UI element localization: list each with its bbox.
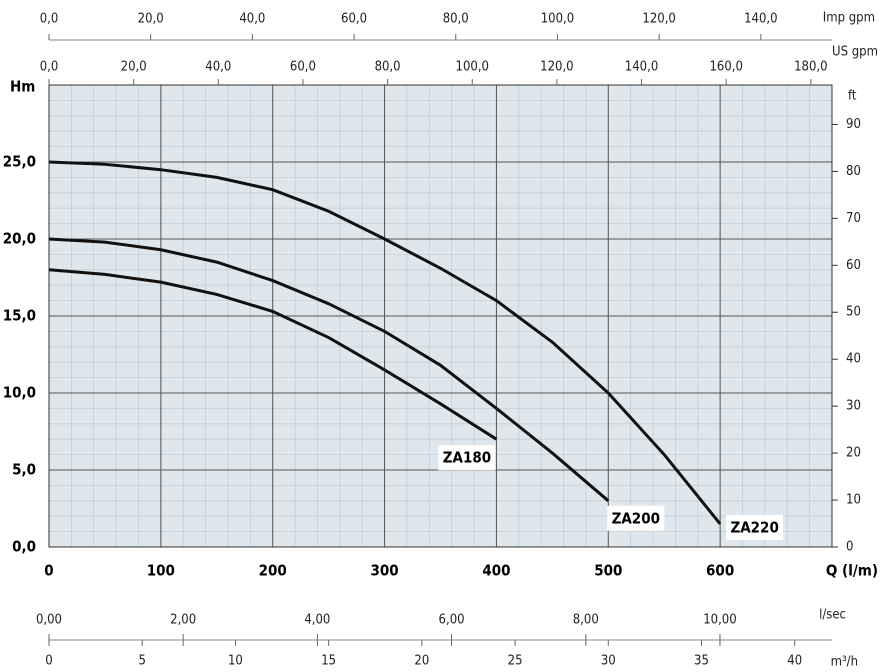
axis-tick-label: 0,0 [40,60,59,75]
y2-tick-label: 90 [846,117,861,132]
axis-tick-label: 20,0 [138,12,164,27]
axis-tick-label: 140,0 [625,60,658,75]
axis-tick-label: 60,0 [341,12,367,27]
x-tick-label: 0 [44,562,53,580]
axis-tick-label: 180,0 [794,60,827,75]
axis-tick-label: 0,0 [40,12,59,27]
axis-tick-label: 20,0 [121,60,147,75]
x-tick-label: 400 [482,562,510,580]
y2-tick-label: 0 [846,540,853,555]
pump-curve [48,237,610,502]
axis-tick-label: 6,00 [439,613,465,628]
axis-tick-label: 0 [45,654,52,669]
curve-label-box [607,505,665,531]
y2-tick-label: 40 [846,352,861,367]
axis-tick-label: 100,0 [541,12,574,27]
axis-tick-label: 25 [508,654,523,669]
curve-label: ZA200 [612,509,660,527]
axis-tick-label: 30 [601,654,616,669]
y2-tick-label: 50 [846,305,861,320]
axis-tick-label: 140,0 [744,12,777,27]
axis-title: l/sec [819,608,846,623]
x-tick-label: 200 [259,562,287,580]
axis-tick-label: 10 [228,654,243,669]
axis-title: US gpm [832,45,878,60]
curve-label: ZA220 [730,518,778,536]
y2-tick-label: 20 [846,446,861,461]
axis-tick-label: 120,0 [540,60,573,75]
y2-axis-title: ft [848,89,857,104]
x-tick-label: 100 [147,562,175,580]
y2-tick-label: 70 [846,211,861,226]
x-tick-label: 600 [706,562,734,580]
axis-tick-label: 160,0 [709,60,742,75]
axis-tick-label: 120,0 [642,12,675,27]
y-tick-label: 25,0 [3,153,36,171]
y2-tick-label: 10 [846,493,861,508]
x-tick-label: 500 [594,562,622,580]
axis-tick-label: 15 [321,654,336,669]
y2-tick-label: 30 [846,399,861,414]
axis-tick-label: 5 [138,654,145,669]
plot-border [48,84,833,548]
axis-tick-label: 10,00 [703,613,736,628]
y2-tick-label: 60 [846,258,861,273]
axis-tick-label: 80,0 [443,12,469,27]
y-tick-label: 20,0 [3,230,36,248]
axis-tick-label: 0,00 [36,613,62,628]
y-axis-title: Hm [10,78,35,96]
axis-tick-label: 80,0 [375,60,401,75]
axis-tick-label: 20 [414,654,429,669]
axis-title: m³/h [831,655,858,670]
axis-tick-label: 40,0 [205,60,231,75]
y-tick-label: 0,0 [12,538,36,556]
curve-label-box [726,514,784,540]
y2-tick-label: 80 [846,164,861,179]
curve-label-box [438,445,496,471]
y-tick-label: 5,0 [12,461,36,479]
axis-tick-label: 4,00 [304,613,330,628]
y-tick-label: 10,0 [3,384,36,402]
curve-label: ZA180 [443,449,491,467]
pump-curve [48,268,498,441]
axis-tick-label: 2,00 [170,613,196,628]
axis-tick-label: 40,0 [239,12,265,27]
axis-title: Imp gpm [823,11,875,26]
pump-curve [48,160,722,525]
axis-tick-label: 8,00 [573,613,599,628]
x-axis-title: Q (l/m) [826,562,878,580]
axis-tick-label: 60,0 [290,60,316,75]
x-tick-label: 300 [370,562,398,580]
y-tick-label: 15,0 [3,307,36,325]
axis-tick-label: 40 [787,654,802,669]
axis-tick-label: 100,0 [456,60,489,75]
axis-tick-label: 35 [694,654,709,669]
